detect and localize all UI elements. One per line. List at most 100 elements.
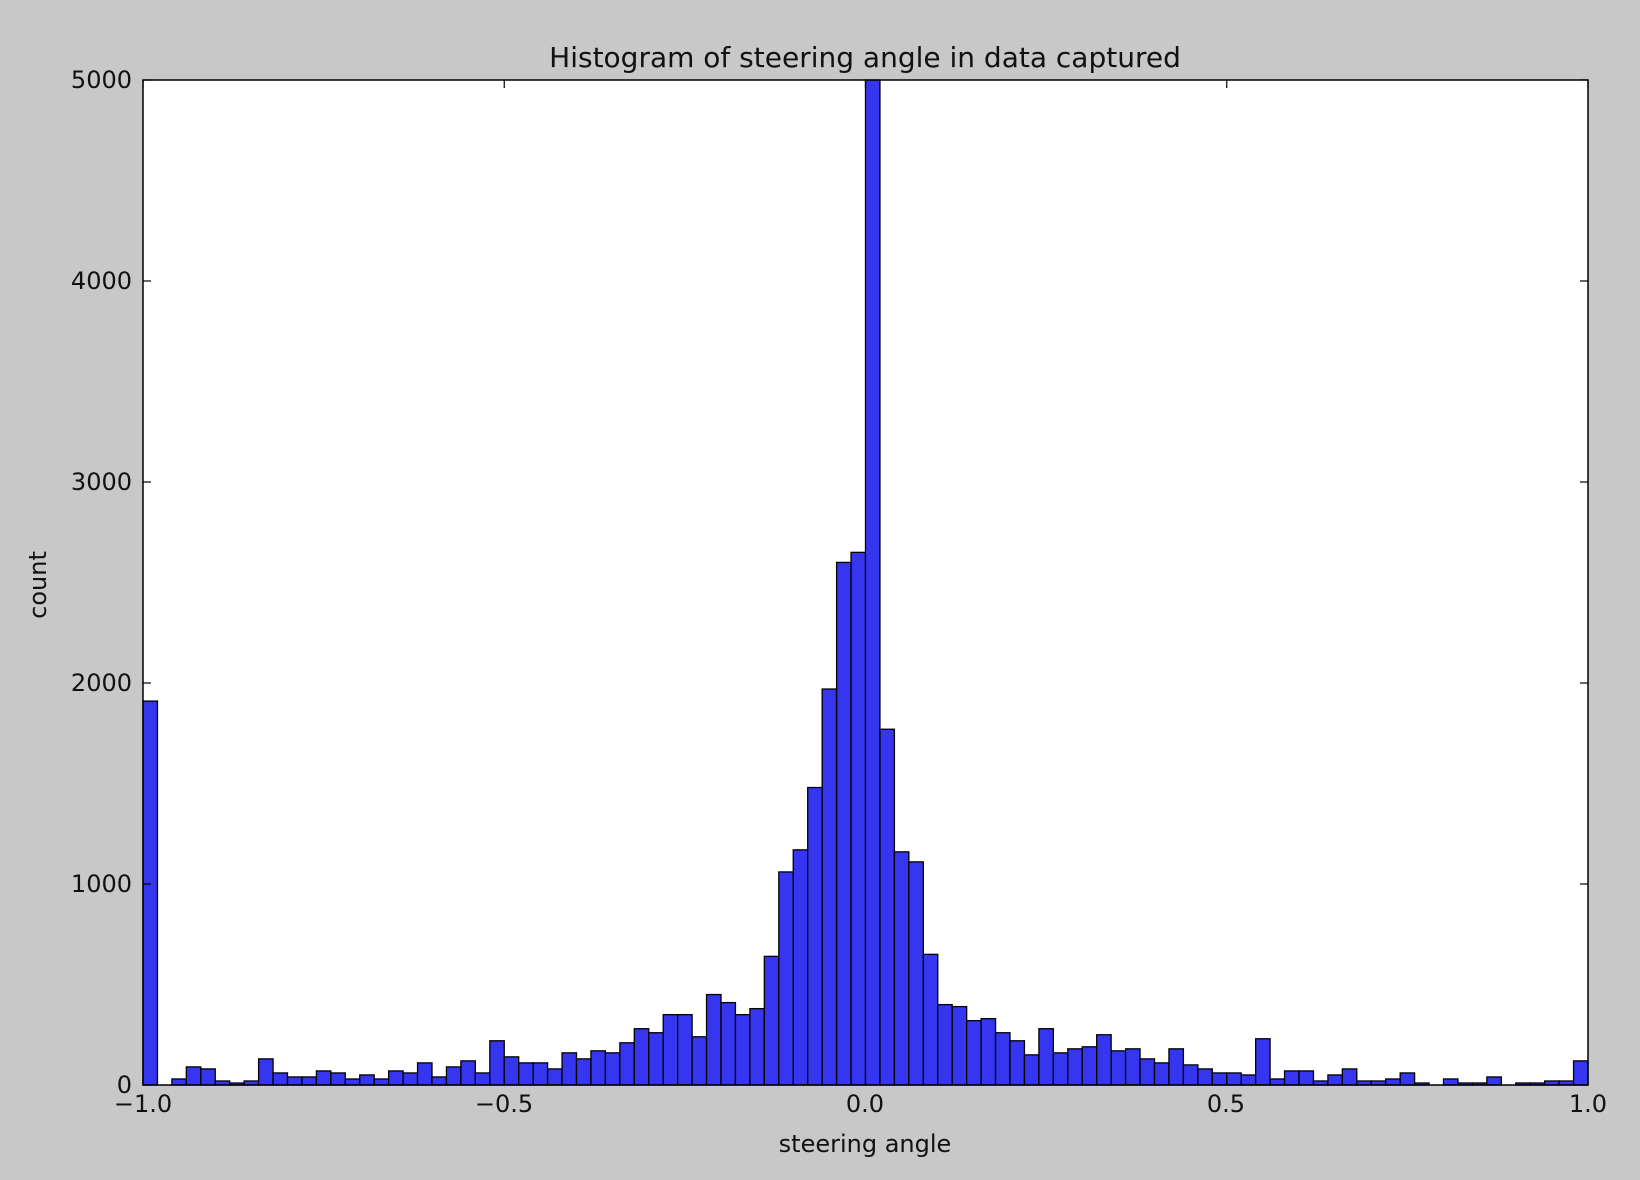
x-tick-label: 0.0 bbox=[846, 1090, 884, 1118]
histogram-bar bbox=[1211, 1072, 1228, 1086]
y-axis-label: count bbox=[24, 551, 52, 619]
histogram-bar bbox=[445, 1066, 462, 1086]
histogram-bar bbox=[1124, 1048, 1141, 1086]
histogram-bar bbox=[734, 1014, 751, 1086]
histogram-bar bbox=[359, 1074, 375, 1086]
histogram-bar bbox=[286, 1076, 303, 1086]
histogram-bar bbox=[344, 1078, 361, 1086]
histogram-bar bbox=[619, 1042, 635, 1086]
histogram-bar bbox=[1572, 1060, 1589, 1086]
histogram-bar bbox=[1182, 1064, 1199, 1086]
histogram-bar bbox=[1168, 1048, 1185, 1086]
histogram-bar bbox=[387, 1070, 404, 1086]
histogram-bar bbox=[604, 1052, 621, 1086]
histogram-bar bbox=[1385, 1078, 1401, 1086]
histogram-bar bbox=[966, 1020, 982, 1086]
histogram-bar bbox=[1269, 1078, 1286, 1086]
histogram-bar bbox=[1023, 1054, 1040, 1086]
histogram-bar bbox=[850, 551, 867, 1086]
x-tick-label: 1.0 bbox=[1569, 1090, 1607, 1118]
histogram-bar bbox=[272, 1072, 289, 1086]
histogram-bar bbox=[575, 1058, 592, 1086]
histogram-bar bbox=[185, 1066, 202, 1086]
histogram-bar bbox=[922, 953, 939, 1086]
y-tick-label: 4000 bbox=[71, 267, 132, 295]
histogram-bar bbox=[778, 871, 794, 1086]
histogram-bar bbox=[1226, 1072, 1242, 1086]
histogram-bar bbox=[142, 700, 159, 1086]
histogram-bar bbox=[648, 1032, 664, 1086]
y-tick-label: 3000 bbox=[71, 468, 132, 496]
histogram-bar bbox=[1139, 1058, 1156, 1086]
histogram-bar bbox=[561, 1052, 578, 1086]
histogram-bar bbox=[590, 1050, 607, 1086]
x-axis-label: steering angle bbox=[779, 1130, 952, 1158]
histogram-bar bbox=[1067, 1048, 1083, 1086]
histogram-bar bbox=[546, 1068, 563, 1086]
histogram-bar bbox=[1009, 1040, 1026, 1086]
histogram-bar bbox=[807, 786, 823, 1086]
histogram-bar bbox=[474, 1072, 491, 1086]
histogram-bar bbox=[1081, 1046, 1098, 1086]
histogram-bar bbox=[402, 1072, 419, 1086]
y-tick-label: 1000 bbox=[71, 870, 132, 898]
histogram-bar bbox=[1327, 1074, 1344, 1086]
histogram-bar bbox=[662, 1014, 679, 1086]
histogram-bar bbox=[1255, 1038, 1271, 1086]
histogram-bar bbox=[792, 849, 809, 1086]
histogram-bar bbox=[691, 1036, 708, 1086]
histogram-bar bbox=[416, 1062, 433, 1086]
bars-group bbox=[142, 79, 1589, 1086]
histogram-bar bbox=[1399, 1072, 1416, 1086]
histogram-bar bbox=[835, 561, 852, 1086]
x-tick-label: 0.5 bbox=[1207, 1090, 1245, 1118]
histogram-bar bbox=[373, 1078, 390, 1086]
histogram-bar bbox=[749, 1007, 766, 1086]
x-tick-label: −1.0 bbox=[114, 1090, 172, 1118]
histogram-bar bbox=[951, 1005, 968, 1086]
histogram-bar bbox=[1096, 1034, 1112, 1086]
histogram-bar bbox=[1486, 1076, 1502, 1086]
histogram-bar bbox=[200, 1068, 216, 1086]
histogram-bar bbox=[301, 1076, 318, 1086]
histogram-bar bbox=[257, 1058, 274, 1086]
histogram-bar bbox=[431, 1076, 448, 1086]
histogram-bar bbox=[908, 861, 924, 1086]
histogram-bar bbox=[980, 1018, 997, 1086]
histogram-bar bbox=[1283, 1070, 1300, 1086]
histogram-bar bbox=[705, 993, 722, 1086]
histogram-bar bbox=[315, 1070, 332, 1086]
histogram-bar bbox=[1298, 1070, 1315, 1086]
histogram-bar bbox=[1197, 1068, 1213, 1086]
histogram-bar bbox=[1110, 1050, 1127, 1086]
histogram-bar bbox=[1442, 1078, 1459, 1086]
histogram-bar bbox=[460, 1060, 476, 1086]
y-tick-label: 5000 bbox=[71, 66, 132, 94]
histogram-bar bbox=[821, 688, 838, 1086]
x-tick-label: −0.5 bbox=[475, 1090, 533, 1118]
histogram-bar bbox=[1240, 1074, 1257, 1086]
histogram-bar bbox=[864, 79, 881, 1086]
histogram-bar bbox=[489, 1040, 505, 1086]
histogram-bar bbox=[879, 728, 896, 1086]
histogram-bar bbox=[171, 1078, 187, 1086]
ticks-group bbox=[142, 79, 1589, 1086]
chart-title: Histogram of steering angle in data capt… bbox=[549, 41, 1181, 74]
histogram-bar bbox=[677, 1014, 693, 1086]
histogram-bar bbox=[994, 1032, 1011, 1086]
histogram-bar bbox=[1052, 1052, 1069, 1086]
histogram-bar bbox=[937, 1003, 953, 1086]
histogram-bar bbox=[763, 955, 780, 1086]
histogram-bar bbox=[633, 1028, 650, 1086]
histogram-bar bbox=[720, 1001, 737, 1086]
histogram-bar bbox=[1038, 1028, 1055, 1086]
histogram-bar bbox=[503, 1056, 520, 1086]
histogram-bar bbox=[532, 1062, 549, 1086]
histogram-bar bbox=[330, 1072, 346, 1086]
histogram-bar bbox=[893, 851, 910, 1086]
histogram-bar bbox=[1153, 1062, 1170, 1086]
y-tick-label: 0 bbox=[117, 1071, 132, 1099]
histogram-bar bbox=[518, 1062, 534, 1086]
y-tick-label: 2000 bbox=[71, 669, 132, 697]
